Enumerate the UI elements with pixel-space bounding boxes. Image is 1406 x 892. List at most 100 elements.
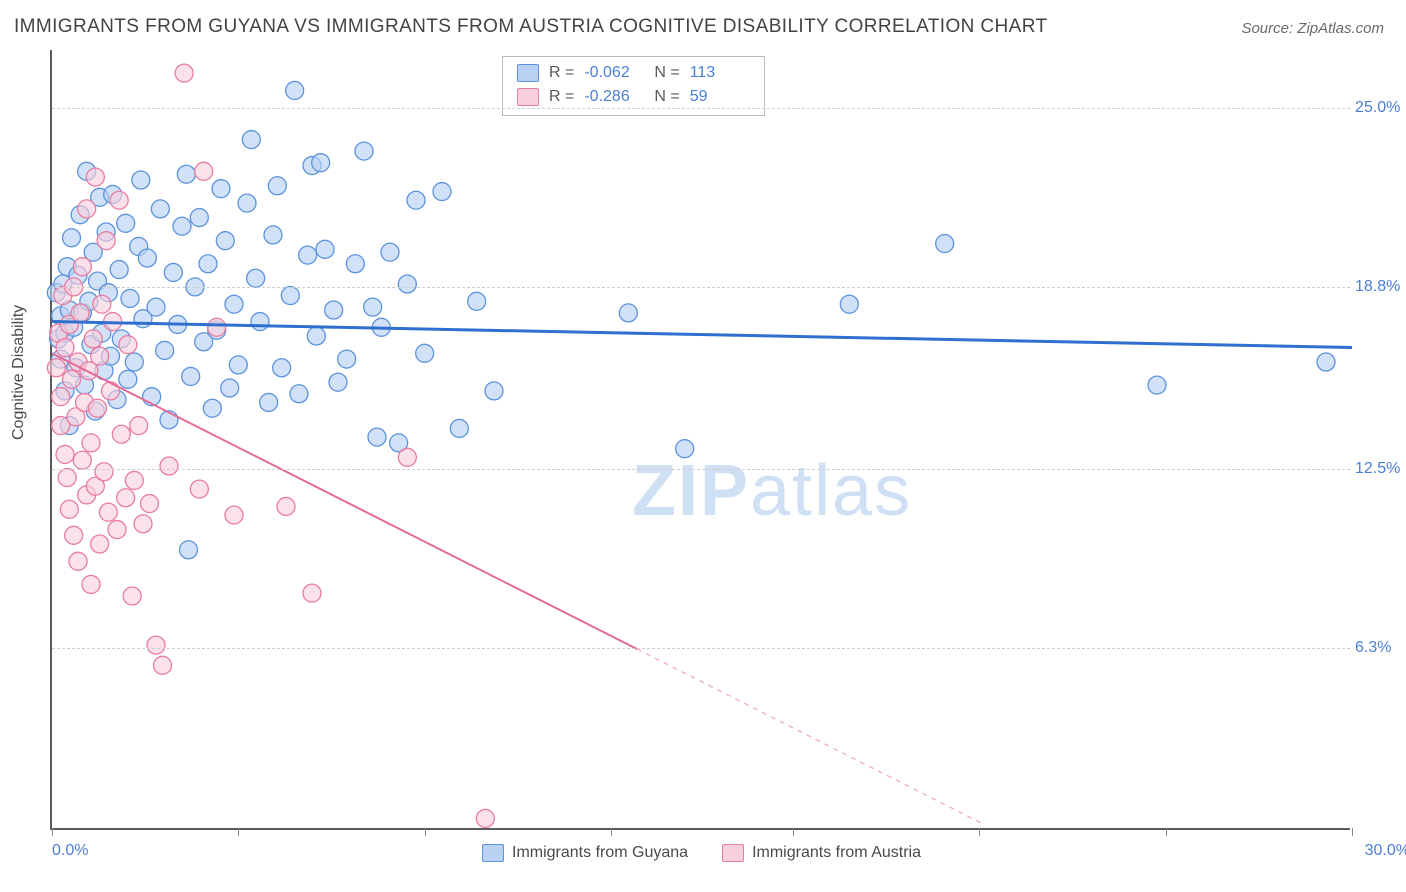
x-axis-min-label: 0.0% bbox=[52, 842, 88, 860]
data-point bbox=[86, 168, 104, 186]
data-point bbox=[73, 451, 91, 469]
data-point bbox=[329, 373, 347, 391]
data-point bbox=[134, 515, 152, 533]
data-point bbox=[141, 495, 159, 513]
n-value-guyana: 113 bbox=[690, 64, 750, 82]
source-attribution: Source: ZipAtlas.com bbox=[1241, 20, 1384, 37]
data-point bbox=[216, 232, 234, 250]
data-point bbox=[52, 388, 70, 406]
data-point bbox=[221, 379, 239, 397]
data-point bbox=[132, 171, 150, 189]
swatch-blue-icon bbox=[517, 64, 539, 82]
chart-svg bbox=[52, 50, 1350, 828]
data-point bbox=[195, 162, 213, 180]
gridline bbox=[52, 469, 1350, 470]
data-point bbox=[303, 584, 321, 602]
data-point bbox=[60, 500, 78, 518]
chart-title: IMMIGRANTS FROM GUYANA VS IMMIGRANTS FRO… bbox=[14, 16, 1048, 38]
x-tick-mark bbox=[1166, 828, 1167, 836]
data-point bbox=[264, 226, 282, 244]
data-point bbox=[177, 165, 195, 183]
data-point bbox=[63, 229, 81, 247]
data-point bbox=[138, 249, 156, 267]
data-point bbox=[225, 506, 243, 524]
data-point bbox=[312, 154, 330, 172]
data-point bbox=[307, 327, 325, 345]
data-point bbox=[398, 275, 416, 293]
x-tick-mark bbox=[979, 828, 980, 836]
data-point bbox=[368, 428, 386, 446]
data-point bbox=[119, 336, 137, 354]
r-value-austria: -0.286 bbox=[584, 88, 644, 106]
data-point bbox=[247, 269, 265, 287]
data-point bbox=[416, 344, 434, 362]
x-tick-mark bbox=[1352, 828, 1353, 836]
data-point bbox=[190, 209, 208, 227]
data-point bbox=[112, 425, 130, 443]
data-point bbox=[71, 304, 89, 322]
data-point bbox=[119, 370, 137, 388]
data-point bbox=[225, 295, 243, 313]
data-point bbox=[65, 526, 83, 544]
data-point bbox=[121, 289, 139, 307]
plot-area: ZIPatlas R = -0.062 N = 113 R = -0.286 N… bbox=[50, 50, 1350, 830]
y-tick-label: 25.0% bbox=[1355, 99, 1406, 117]
y-tick-label: 12.5% bbox=[1355, 460, 1406, 478]
legend-bottom: Immigrants from Guyana Immigrants from A… bbox=[482, 844, 921, 862]
swatch-pink-icon bbox=[517, 88, 539, 106]
data-point bbox=[108, 521, 126, 539]
data-point bbox=[450, 419, 468, 437]
data-point bbox=[190, 480, 208, 498]
legend-label-austria: Immigrants from Austria bbox=[752, 844, 921, 862]
data-point bbox=[95, 463, 113, 481]
data-point bbox=[160, 457, 178, 475]
legend-row-guyana: R = -0.062 N = 113 bbox=[517, 61, 750, 85]
r-label: R = bbox=[549, 88, 574, 106]
data-point bbox=[154, 656, 172, 674]
data-point bbox=[89, 399, 107, 417]
data-point bbox=[97, 232, 115, 250]
data-point bbox=[73, 258, 91, 276]
data-point bbox=[407, 191, 425, 209]
data-point bbox=[676, 440, 694, 458]
y-tick-label: 18.8% bbox=[1355, 278, 1406, 296]
data-point bbox=[175, 64, 193, 82]
data-point bbox=[56, 339, 74, 357]
n-label: N = bbox=[654, 64, 679, 82]
data-point bbox=[91, 535, 109, 553]
data-point bbox=[281, 287, 299, 305]
data-point bbox=[476, 809, 494, 827]
x-tick-mark bbox=[52, 828, 53, 836]
x-tick-mark bbox=[793, 828, 794, 836]
legend-item-guyana: Immigrants from Guyana bbox=[482, 844, 688, 862]
data-point bbox=[212, 180, 230, 198]
data-point bbox=[93, 295, 111, 313]
trend-line-dashed bbox=[637, 649, 984, 824]
legend-row-austria: R = -0.286 N = 59 bbox=[517, 85, 750, 109]
y-axis-label: Cognitive Disability bbox=[10, 305, 28, 440]
data-point bbox=[82, 575, 100, 593]
data-point bbox=[1317, 353, 1335, 371]
data-point bbox=[316, 240, 334, 258]
data-point bbox=[123, 587, 141, 605]
gridline bbox=[52, 108, 1350, 109]
data-point bbox=[268, 177, 286, 195]
data-point bbox=[203, 399, 221, 417]
data-point bbox=[273, 359, 291, 377]
data-point bbox=[338, 350, 356, 368]
gridline bbox=[52, 287, 1350, 288]
swatch-pink-icon bbox=[722, 844, 744, 862]
data-point bbox=[58, 469, 76, 487]
data-point bbox=[619, 304, 637, 322]
data-point bbox=[299, 246, 317, 264]
x-axis-max-label: 30.0% bbox=[1365, 842, 1406, 860]
x-tick-mark bbox=[611, 828, 612, 836]
data-point bbox=[229, 356, 247, 374]
r-label: R = bbox=[549, 64, 574, 82]
data-point bbox=[180, 541, 198, 559]
data-point bbox=[251, 313, 269, 331]
data-point bbox=[325, 301, 343, 319]
data-point bbox=[355, 142, 373, 160]
data-point bbox=[78, 200, 96, 218]
data-point bbox=[156, 341, 174, 359]
